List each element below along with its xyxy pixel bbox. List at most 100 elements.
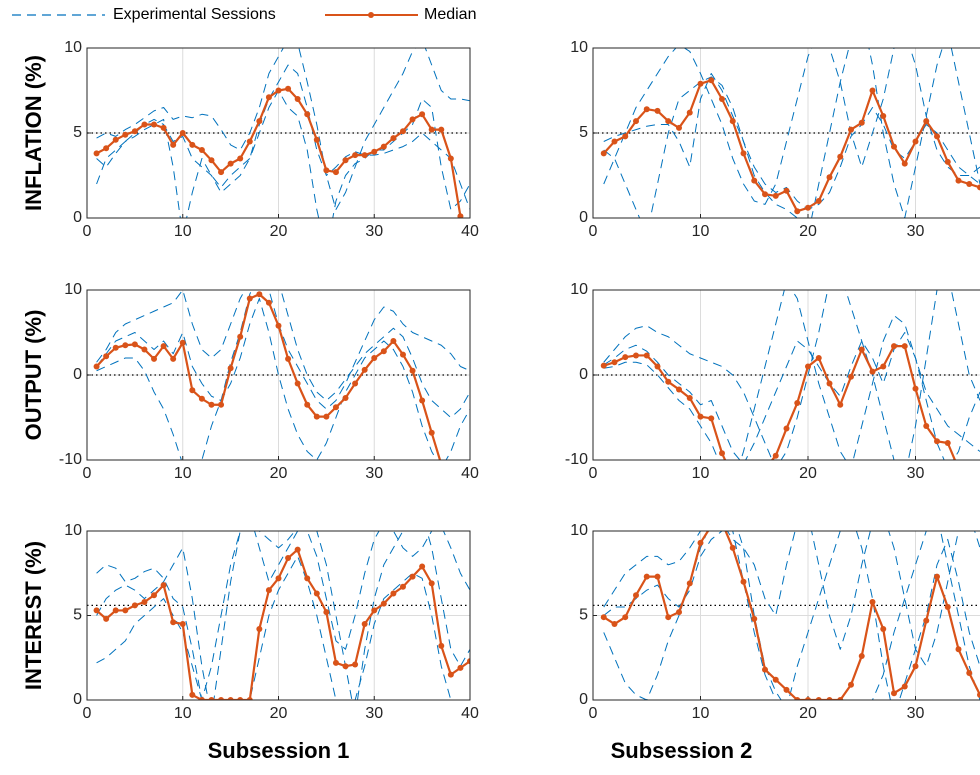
x-tick-label: 30	[907, 223, 925, 240]
median-marker	[352, 661, 359, 668]
axes-box	[592, 289, 980, 461]
median-marker	[719, 520, 725, 526]
y-tick-label: 0	[73, 209, 82, 226]
median-marker	[837, 153, 844, 160]
median-marker	[622, 614, 629, 621]
median-marker	[409, 573, 416, 580]
median-marker	[633, 592, 639, 599]
x-tick-label: 30	[365, 223, 383, 240]
median-marker	[934, 133, 940, 140]
median-marker	[815, 198, 822, 204]
x-tick-label: 0	[589, 705, 598, 722]
median-marker	[304, 401, 311, 408]
x-tick-label: 20	[799, 223, 817, 240]
median-marker	[783, 686, 790, 693]
median-marker	[697, 413, 704, 420]
median-marker	[304, 575, 311, 582]
plot-area	[593, 520, 980, 700]
median-marker	[332, 659, 339, 666]
median-marker	[772, 676, 779, 683]
median-marker	[643, 573, 650, 580]
median-marker	[956, 466, 962, 472]
y-tick-label: 10	[64, 281, 82, 298]
median-marker	[218, 401, 225, 408]
median-marker	[676, 609, 682, 616]
session-line	[603, 48, 980, 218]
median-marker	[208, 697, 215, 700]
median-marker	[198, 697, 205, 700]
median-marker	[966, 474, 972, 480]
median-marker	[805, 697, 811, 700]
median-marker	[697, 80, 704, 87]
median-marker	[227, 365, 234, 372]
median-marker	[189, 141, 196, 148]
median-marker	[208, 401, 215, 408]
legend: Experimental Sessions Median	[12, 6, 476, 23]
median-marker	[708, 415, 715, 422]
median-marker	[399, 351, 406, 358]
axes-box	[86, 47, 471, 219]
y-tick-label: -10	[565, 451, 588, 468]
median-marker	[371, 355, 378, 361]
median-marker	[676, 386, 682, 393]
median-marker	[955, 177, 962, 184]
y-tick-label: 0	[579, 366, 588, 383]
median-marker	[380, 348, 387, 355]
median-marker	[294, 380, 301, 387]
median-marker	[342, 157, 349, 164]
median-marker	[380, 143, 387, 150]
median-marker	[611, 138, 618, 145]
median-marker	[751, 474, 757, 480]
session-line	[96, 64, 470, 210]
y-axis-label: OUTPUT (%)	[21, 310, 46, 441]
median-marker	[390, 338, 397, 344]
y-tick-label: 5	[579, 607, 588, 624]
median-marker	[729, 118, 736, 125]
session-line	[603, 332, 980, 460]
x-tick-label: 10	[174, 465, 192, 482]
y-axis-label: INFLATION (%)	[21, 55, 46, 211]
median-marker	[361, 620, 368, 627]
axes-box	[86, 530, 471, 701]
median-marker	[438, 461, 444, 467]
median-marker	[772, 192, 779, 199]
median-marker	[409, 367, 416, 374]
median-line	[95, 548, 470, 700]
median-marker	[399, 583, 406, 590]
median-marker	[977, 691, 980, 698]
x-tick-label: 10	[692, 705, 710, 722]
median-marker	[265, 587, 272, 594]
y-tick-label: 0	[73, 366, 82, 383]
median-marker	[419, 111, 426, 118]
median-marker	[708, 523, 714, 529]
median-marker	[323, 167, 330, 174]
median-marker	[371, 148, 378, 155]
median-marker	[141, 346, 148, 353]
median-marker	[179, 130, 186, 136]
median-marker	[265, 94, 272, 101]
median-marker	[93, 363, 100, 370]
median-marker	[103, 615, 110, 622]
median-marker	[294, 546, 301, 553]
median-marker	[880, 363, 887, 370]
median-marker	[654, 363, 661, 370]
median-marker	[170, 619, 177, 626]
median-marker	[246, 138, 253, 145]
median-marker	[448, 474, 454, 480]
x-tick-label: 20	[270, 705, 288, 722]
x-tick-label: 30	[907, 465, 925, 482]
plot-area	[593, 48, 980, 218]
panel: 0 10 20 30 40 0 5 10 INTEREST (%) Subsession 1	[21, 522, 479, 763]
median-marker	[179, 620, 186, 627]
median-marker	[740, 150, 747, 157]
median-marker	[332, 169, 339, 176]
median-marker	[285, 355, 292, 362]
x-tick-label: 20	[270, 223, 288, 240]
y-tick-label: -10	[59, 451, 82, 468]
median-marker	[805, 363, 811, 370]
median-marker	[428, 429, 435, 436]
plot-area	[87, 48, 470, 218]
